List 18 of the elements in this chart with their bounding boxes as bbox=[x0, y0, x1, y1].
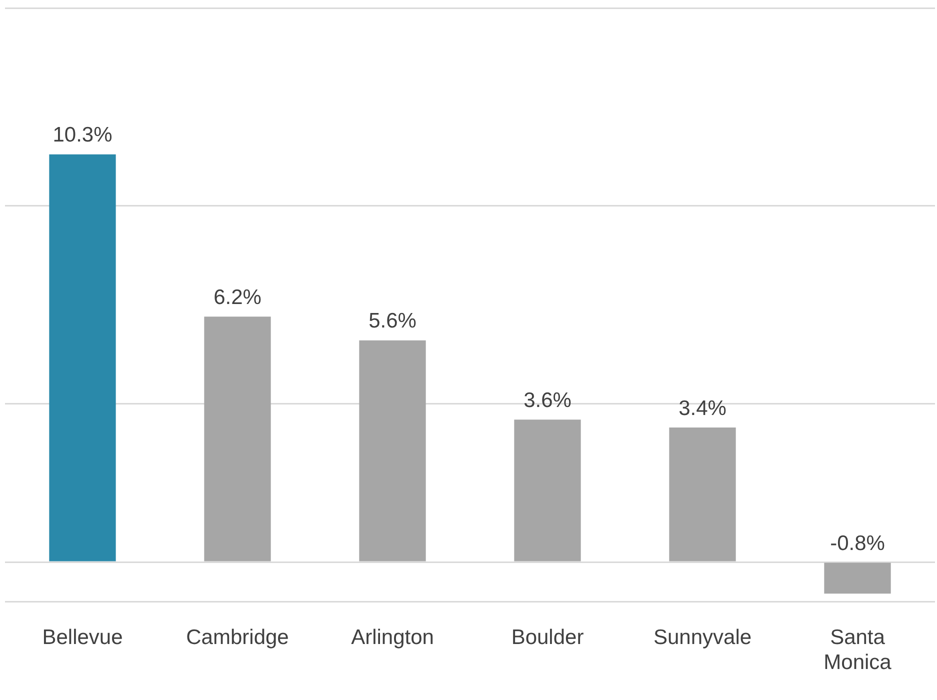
x-tick-label: Arlington bbox=[351, 626, 434, 649]
data-label: 6.2% bbox=[214, 286, 262, 309]
x-tick-label: Bellevue bbox=[42, 626, 123, 649]
data-label: 3.4% bbox=[678, 396, 726, 420]
data-label: 10.3% bbox=[52, 124, 112, 147]
x-tick-label: Santa Monica bbox=[824, 626, 892, 674]
bar bbox=[359, 340, 426, 562]
bar bbox=[49, 154, 116, 562]
bar bbox=[204, 316, 271, 562]
data-label: -0.8% bbox=[830, 532, 885, 556]
bar bbox=[514, 420, 581, 562]
data-label: 5.6% bbox=[368, 310, 416, 333]
bar bbox=[824, 562, 891, 594]
data-label: 3.6% bbox=[524, 388, 572, 412]
bar bbox=[669, 427, 736, 562]
x-tick-label: Cambridge bbox=[186, 626, 289, 649]
x-tick-label: Boulder bbox=[511, 626, 584, 649]
x-tick-label: Sunnyvale bbox=[653, 626, 752, 649]
